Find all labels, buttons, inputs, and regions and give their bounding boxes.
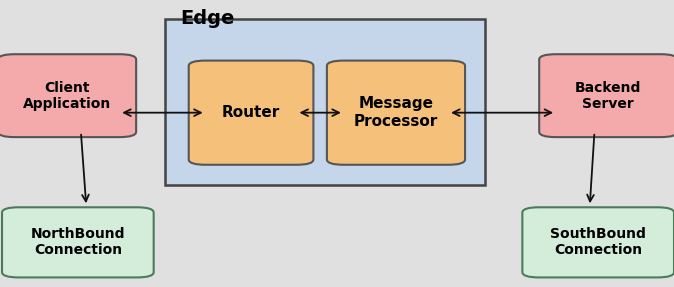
FancyBboxPatch shape [522, 207, 674, 278]
Text: SouthBound
Connection: SouthBound Connection [550, 227, 646, 257]
Text: NorthBound
Connection: NorthBound Connection [30, 227, 125, 257]
FancyBboxPatch shape [189, 61, 313, 165]
FancyBboxPatch shape [539, 54, 674, 137]
Text: Edge: Edge [181, 9, 235, 28]
Text: Client
Application: Client Application [23, 81, 111, 111]
Text: Backend
Server: Backend Server [575, 81, 642, 111]
Text: Message
Processor: Message Processor [354, 96, 438, 129]
FancyBboxPatch shape [165, 19, 485, 185]
FancyBboxPatch shape [2, 207, 154, 278]
FancyBboxPatch shape [327, 61, 465, 165]
FancyBboxPatch shape [0, 54, 136, 137]
Text: Router: Router [222, 105, 280, 120]
